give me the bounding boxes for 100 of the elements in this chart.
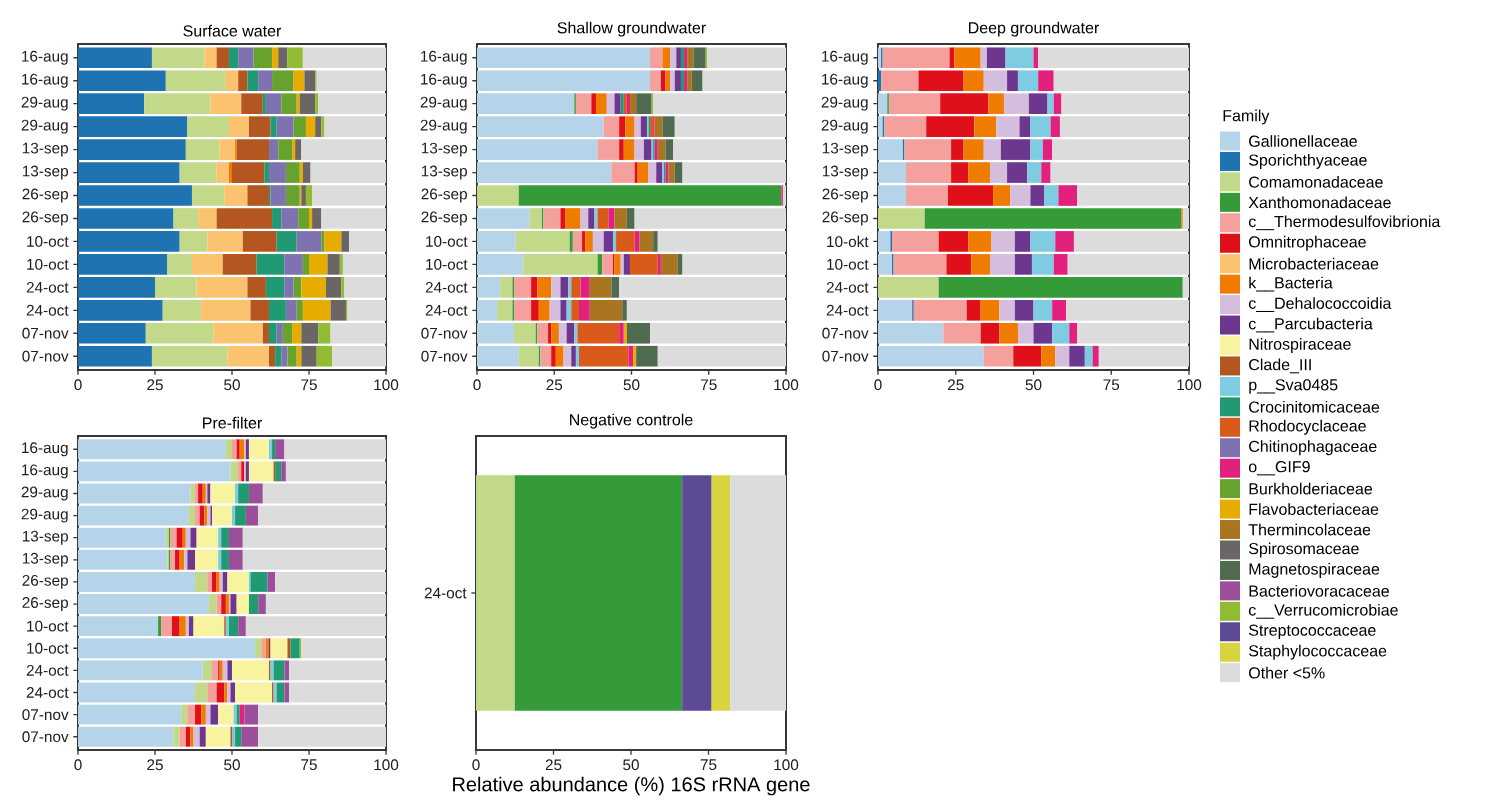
y-tick-label: 16-aug [421, 50, 467, 65]
y-tick-label: 26-sep [822, 188, 868, 203]
chart-title: Pre-filter [203, 416, 262, 429]
x-tick-label: 0 [874, 379, 882, 391]
legend-label: Xanthomonadaceae [1248, 196, 1391, 209]
y-tick-label: 24-oct [26, 304, 69, 316]
x-tick-label: 0 [74, 379, 82, 391]
y-tick-label: 13-sep [421, 142, 467, 157]
y-tick-label: 24-oct [826, 281, 869, 293]
x-tick-label: 25 [546, 379, 563, 391]
x-tick-label: 50 [623, 759, 639, 771]
y-tick-label: 29-aug [420, 96, 467, 111]
y-tick-label: 13-sep [22, 165, 68, 180]
legend-label: c__Parcubacteria [1248, 317, 1373, 333]
x-tick-label: 100 [374, 379, 399, 391]
y-tick-label: 26-sep [421, 188, 467, 203]
x-tick-label: 50 [1025, 379, 1042, 391]
x-tick-label: 100 [374, 759, 399, 771]
legend-label: Magnetospiraceae [1249, 562, 1380, 578]
legend-label: Comamonadaceae [1249, 176, 1383, 188]
chart-title: Deep groundwater [969, 21, 1100, 37]
legend-label: o__GIF9 [1248, 461, 1310, 476]
x-tick-label: 75 [701, 379, 717, 391]
y-tick-label: 16-aug [822, 73, 868, 88]
y-tick-label: 13-sep [822, 165, 868, 180]
chart-title: Negative controle [570, 413, 693, 429]
y-tick-label: 13-sep [22, 142, 68, 157]
legend-label: Sporichthyaceae [1249, 153, 1367, 169]
legend-label: Microbacteriaceae [1249, 257, 1379, 270]
legend-label: c__Dehalococcoidia [1248, 297, 1392, 312]
legend-label: k__Bacteria [1249, 276, 1333, 292]
y-tick-label: 16-aug [822, 50, 868, 65]
legend-label: Streptococcaceae [1249, 624, 1376, 640]
legend-label: Rhodocyclaceae [1249, 419, 1366, 435]
y-tick-label: 07-nov [22, 709, 69, 721]
y-tick-label: 24-oct [425, 304, 468, 316]
x-tick-label: 75 [301, 379, 317, 391]
y-tick-label: 07-nov [22, 731, 69, 743]
chart-title: Surface water [183, 24, 282, 37]
y-tick-label: 13-sep [822, 142, 868, 157]
y-tick-label: 29-aug [21, 486, 68, 501]
y-tick-label: 24-oct [26, 281, 69, 293]
legend-label: Crocinitomicaceae [1249, 400, 1380, 413]
y-tick-label: 07-nov [822, 350, 869, 362]
legend-label: p__Sva0485 [1249, 379, 1338, 394]
chart-title: Shallow groundwater [557, 21, 706, 37]
legend-label: Omnitrophaceae [1249, 235, 1366, 251]
y-tick-label: 24-oct [424, 587, 467, 599]
x-tick-label: 0 [473, 379, 481, 391]
x-tick-label: 75 [301, 759, 317, 771]
y-tick-label: 10-oct [827, 258, 869, 270]
x-tick-label: 75 [700, 759, 717, 771]
legend-label: Gallionellaceae [1249, 135, 1357, 147]
legend-label: Spirosomaceae [1249, 542, 1359, 558]
y-tick-label: 29-aug [21, 96, 68, 111]
legend-title: Family [1223, 109, 1270, 125]
legend-label: Burkholderiaceae [1249, 482, 1373, 495]
y-tick-label: 07-nov [822, 327, 869, 339]
legend-label: c__Thermodesulfovibrionia [1248, 215, 1441, 231]
x-tick-label: 25 [147, 379, 163, 391]
y-tick-label: 29-aug [821, 119, 868, 134]
y-tick-label: 24-oct [826, 304, 869, 316]
y-tick-label: 26-sep [22, 211, 68, 226]
y-tick-label: 29-aug [821, 96, 868, 111]
y-tick-label: 10-okt [827, 235, 869, 248]
x-tick-label: 50 [623, 379, 640, 391]
y-tick-label: 07-nov [421, 327, 468, 339]
legend-label: Thermincolaceae [1248, 523, 1371, 536]
y-tick-label: 26-sep [421, 211, 467, 226]
x-tick-label: 25 [948, 379, 964, 391]
y-tick-label: 07-nov [22, 327, 69, 339]
y-tick-label: 24-oct [26, 664, 69, 676]
x-axis-title: Relative abundance (%) 16S rRNA gene [453, 776, 810, 796]
legend-label: Clade_III [1249, 358, 1311, 374]
x-tick-label: 0 [472, 759, 480, 771]
y-tick-label: 16-aug [421, 73, 467, 88]
y-tick-label: 10-oct [426, 258, 468, 270]
legend-label: Chitinophagaceae [1249, 440, 1377, 456]
x-tick-label: 25 [545, 759, 562, 771]
x-tick-label: 50 [224, 379, 240, 391]
y-tick-label: 13-sep [421, 165, 467, 180]
y-tick-label: 24-oct [26, 687, 69, 698]
y-tick-label: 16-aug [22, 442, 68, 457]
y-tick-label: 26-sep [822, 211, 868, 226]
y-tick-label: 26-sep [22, 574, 68, 589]
legend-label: c__Verrucomicrobiae [1248, 603, 1398, 619]
y-tick-label: 16-aug [22, 50, 68, 65]
x-tick-label: 0 [74, 759, 82, 771]
x-tick-label: 75 [1103, 379, 1120, 391]
y-tick-label: 29-aug [420, 119, 467, 134]
y-tick-label: 24-oct [425, 281, 468, 293]
y-tick-label: 07-nov [421, 350, 468, 362]
x-tick-label: 100 [774, 379, 799, 391]
y-tick-label: 10-oct [27, 236, 69, 247]
legend-label: Bacteriovoracaceae [1249, 585, 1389, 597]
y-tick-label: 10-oct [27, 642, 69, 654]
y-tick-label: 29-aug [21, 508, 68, 523]
x-tick-label: 100 [774, 759, 799, 771]
x-tick-label: 25 [147, 759, 163, 771]
legend-label: Flavobacteriaceae [1249, 503, 1379, 515]
